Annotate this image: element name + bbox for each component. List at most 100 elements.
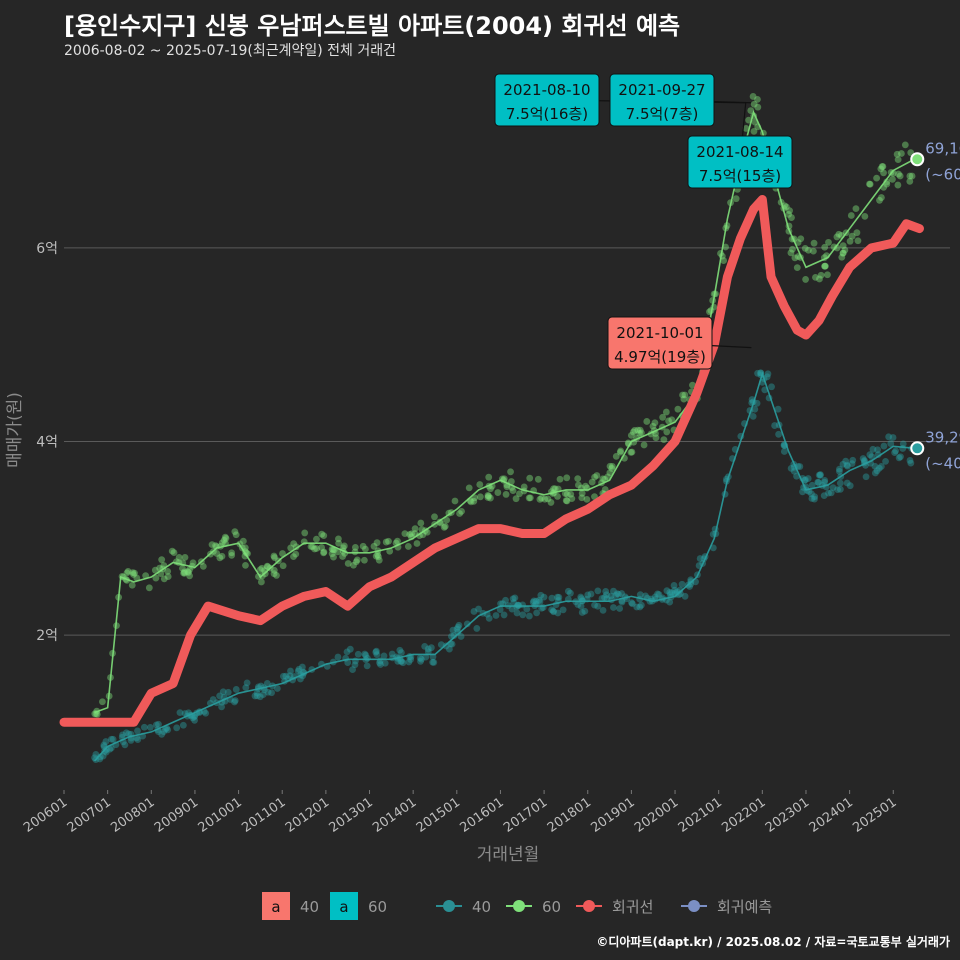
- scatter-point: [811, 493, 819, 501]
- scatter-point: [550, 608, 557, 616]
- scatter-point: [519, 611, 527, 619]
- scatter-point: [608, 465, 616, 472]
- scatter-point: [463, 620, 471, 628]
- scatter-point: [791, 254, 799, 262]
- scatter-point: [536, 495, 544, 503]
- scatter-point: [561, 490, 569, 498]
- scatter-point: [866, 451, 874, 459]
- scatter-point: [443, 516, 451, 524]
- scatter-point: [396, 646, 404, 654]
- y-tick-label: 2억: [36, 628, 58, 644]
- scatter-point: [747, 107, 755, 114]
- chart-subtitle: 2006-08-02 ~ 2025-07-19(최근계약일) 전체 거래건: [64, 43, 396, 59]
- scatter-point: [129, 569, 137, 576]
- scatter-point: [640, 441, 648, 449]
- scatter-point: [607, 592, 615, 600]
- scatter-point: [574, 481, 582, 489]
- scatter-point: [732, 195, 740, 203]
- scatter-point: [578, 489, 586, 497]
- scatter-point: [550, 485, 558, 493]
- scatter-point: [109, 735, 117, 743]
- scatter-point: [454, 628, 462, 636]
- scatter-point: [102, 738, 110, 745]
- scatter-point: [846, 482, 854, 490]
- scatter-point: [218, 703, 225, 711]
- scatter-point: [540, 593, 548, 601]
- scatter-point: [574, 601, 582, 608]
- scatter-point: [301, 529, 309, 537]
- scatter-point: [602, 587, 610, 595]
- x-tick-label: 202301: [763, 795, 812, 836]
- scatter-point: [785, 210, 793, 218]
- scatter-point: [329, 546, 337, 554]
- scatter-point: [526, 474, 534, 482]
- scatter-point: [259, 691, 267, 698]
- scatter-point: [629, 428, 637, 436]
- scatter-point: [294, 667, 302, 675]
- scatter-point: [122, 729, 130, 737]
- scatter-point: [351, 548, 359, 556]
- scatter-point: [270, 570, 278, 578]
- scatter-point: [796, 463, 804, 470]
- scatter-point: [896, 172, 904, 180]
- scatter-point: [751, 405, 759, 413]
- scatter-point: [134, 736, 142, 744]
- scatter-point: [633, 603, 641, 611]
- scatter-point: [127, 737, 135, 744]
- scatter-point: [659, 413, 667, 421]
- scatter-point: [655, 591, 663, 598]
- scatter-point: [906, 457, 914, 464]
- scatter-point: [256, 566, 264, 574]
- scatter-point: [241, 544, 249, 552]
- scatter-point: [598, 595, 606, 602]
- scatter-point: [816, 471, 824, 479]
- scatter-point: [555, 593, 563, 601]
- scatter-point: [179, 564, 186, 572]
- scatter-point: [578, 609, 586, 616]
- scatter-point: [484, 494, 492, 501]
- scatter-point: [318, 544, 326, 551]
- scatter-point: [242, 561, 249, 569]
- scatter-point: [887, 440, 895, 447]
- scatter-point: [617, 447, 625, 455]
- scatter-point: [852, 205, 860, 213]
- scatter-point: [485, 492, 493, 500]
- scatter-point: [451, 497, 459, 505]
- scatter-point: [687, 580, 695, 588]
- scatter-point: [869, 445, 877, 453]
- scatter-point: [601, 594, 608, 601]
- x-tick-label: 201301: [327, 795, 376, 836]
- scatter-point: [456, 510, 463, 517]
- x-tick-label: 201901: [588, 795, 637, 836]
- forecast-area-label: (~60㎡): [925, 165, 960, 183]
- scatter-point: [637, 601, 645, 609]
- scatter-point: [417, 655, 425, 663]
- scatter-point: [844, 462, 851, 470]
- scatter-point: [838, 253, 846, 261]
- scatter-point: [854, 237, 862, 245]
- scatter-point: [836, 485, 844, 493]
- scatter-point: [176, 709, 184, 716]
- scatter-point: [202, 709, 210, 717]
- scatter-point: [507, 478, 515, 485]
- scatter-point: [453, 625, 461, 633]
- scatter-point: [787, 464, 795, 472]
- scatter-point: [594, 602, 602, 610]
- scatter-point: [610, 587, 617, 595]
- scatter-point: [627, 431, 635, 439]
- scatter-point: [805, 246, 812, 254]
- scatter-point: [181, 710, 189, 717]
- scatter-point: [578, 494, 586, 502]
- series-line-회귀선: [59, 195, 924, 727]
- scatter-point: [666, 588, 674, 596]
- scatter-point: [815, 471, 823, 479]
- scatter-point: [871, 469, 879, 477]
- scatter-point: [612, 592, 620, 599]
- scatter-point: [313, 545, 321, 552]
- scatter-point: [361, 545, 369, 553]
- scatter-point: [544, 495, 552, 503]
- scatter-point: [814, 478, 822, 486]
- scatter-point: [232, 531, 240, 539]
- scatter-point: [335, 535, 342, 543]
- scatter-points-60: [91, 93, 916, 718]
